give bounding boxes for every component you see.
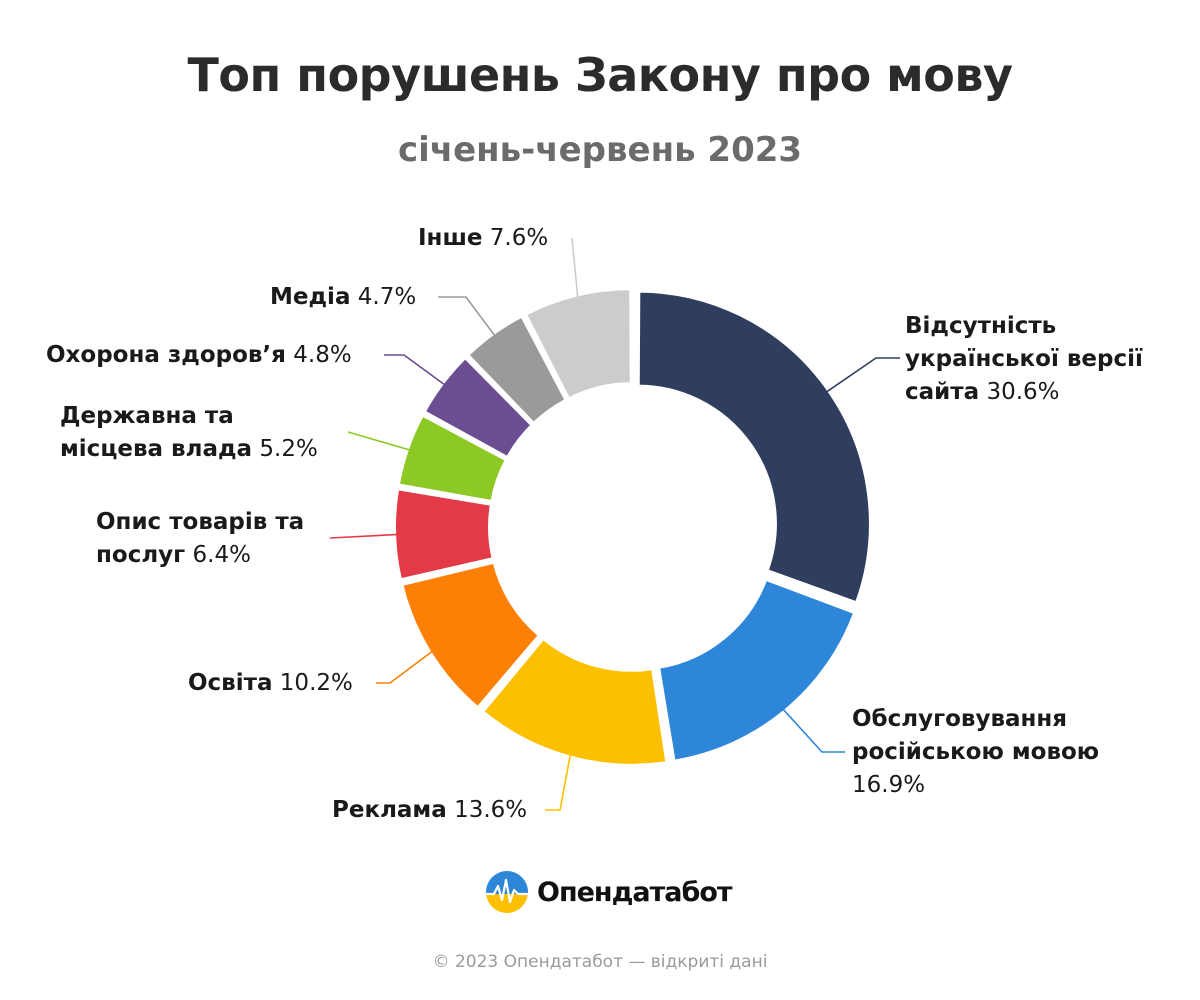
slice-category-text: сайта (905, 379, 980, 405)
slice-label-5: Опис товарів та послуг 6.4% (96, 506, 304, 572)
donut-slices (394, 288, 871, 766)
slice-value-text: 10.2% (279, 670, 353, 696)
slice-value-text: 30.6% (986, 379, 1060, 405)
leader-line-1 (822, 357, 900, 395)
footer-copyright: © 2023 Опендатабот — відкриті дані (432, 952, 768, 972)
slice-category-text: Обслуговування (852, 706, 1068, 732)
leader-line-2 (779, 705, 845, 753)
slice-category-text: послуг (96, 542, 186, 568)
slice-1 (637, 290, 871, 604)
slice-label-2: Обслуговування російською мовою 16.9% (852, 703, 1099, 802)
slice-9 (525, 288, 632, 400)
slice-label-4: Освіта 10.2% (188, 667, 353, 700)
slice-4 (401, 561, 540, 709)
slice-label-9: Інше 7.6% (418, 222, 548, 255)
slice-category-text: Реклама (332, 797, 447, 823)
brand-name: Опендатабот (537, 876, 733, 908)
slice-category-text: Державна та (60, 403, 234, 429)
slice-label-6: Державна та місцева влада 5.2% (60, 400, 318, 466)
slice-value-text: 4.7% (357, 284, 417, 310)
slice-value-text: 5.2% (259, 436, 318, 462)
slice-value-text: 16.9% (852, 772, 926, 798)
leader-line-5 (329, 533, 402, 539)
slice-value-text: 4.8% (293, 342, 352, 368)
slice-value-text: 7.6% (489, 225, 549, 251)
slice-7 (423, 357, 533, 458)
leader-line-9 (571, 237, 579, 302)
slice-label-8: Медіа 4.7% (270, 281, 416, 314)
slice-3 (482, 638, 668, 766)
opendatabot-logo-icon (486, 871, 528, 913)
slice-6 (397, 414, 507, 502)
brand-logo: Опендатабот (485, 870, 733, 914)
slice-8 (467, 315, 567, 424)
slice-category-text: місцева влада (60, 436, 253, 462)
leader-line-3 (545, 750, 572, 811)
leader-lines (329, 237, 900, 811)
slice-label-1: Відсутність української версії сайта 30.6% (905, 310, 1143, 409)
chart-title: Топ порушень Закону про мову (187, 48, 1013, 102)
slice-category-text: Інше (418, 225, 483, 251)
slice-category-text: Охорона здоров’я (46, 342, 286, 368)
slice-category-text: Медіа (270, 284, 351, 310)
leader-line-8 (438, 296, 498, 340)
slice-2 (658, 578, 856, 762)
leader-line-7 (384, 354, 449, 388)
slice-category-text: російською мовою (852, 739, 1100, 765)
slice-category-text: Опис товарів та (96, 509, 305, 535)
leader-line-4 (376, 648, 437, 684)
slice-label-3: Реклама 13.6% (332, 794, 527, 827)
slice-label-7: Охорона здоров’я 4.8% (46, 339, 352, 372)
chart-subtitle: січень-червень 2023 (397, 130, 803, 170)
slice-category-text: Освіта (188, 670, 273, 696)
slice-value-text: 13.6% (454, 797, 528, 823)
slice-value-text: 6.4% (192, 542, 251, 568)
slice-category-text: Відсутність (905, 313, 1057, 339)
leader-line-6 (347, 431, 414, 452)
slice-5 (394, 488, 494, 581)
slice-category-text: української версії (905, 346, 1143, 372)
